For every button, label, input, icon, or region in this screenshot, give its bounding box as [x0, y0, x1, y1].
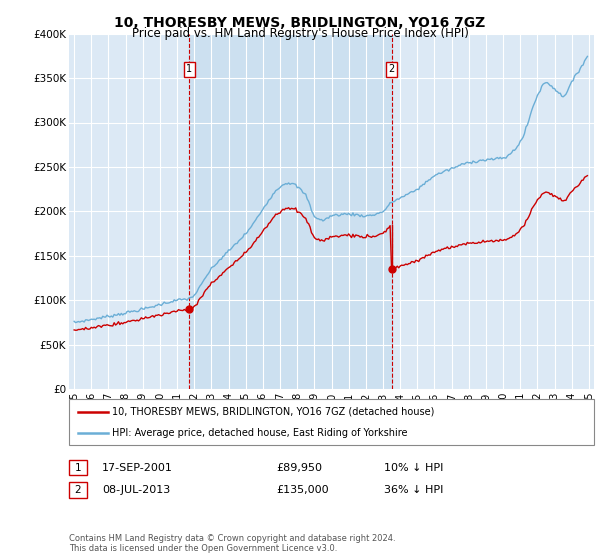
Text: 08-JUL-2013: 08-JUL-2013: [102, 485, 170, 495]
Text: 10, THORESBY MEWS, BRIDLINGTON, YO16 7GZ (detached house): 10, THORESBY MEWS, BRIDLINGTON, YO16 7GZ…: [112, 407, 434, 417]
Text: Contains HM Land Registry data © Crown copyright and database right 2024.
This d: Contains HM Land Registry data © Crown c…: [69, 534, 395, 553]
Text: HPI: Average price, detached house, East Riding of Yorkshire: HPI: Average price, detached house, East…: [112, 428, 408, 438]
Text: 10, THORESBY MEWS, BRIDLINGTON, YO16 7GZ: 10, THORESBY MEWS, BRIDLINGTON, YO16 7GZ: [115, 16, 485, 30]
Text: 1: 1: [186, 64, 192, 74]
Text: 10% ↓ HPI: 10% ↓ HPI: [384, 463, 443, 473]
Text: Price paid vs. HM Land Registry's House Price Index (HPI): Price paid vs. HM Land Registry's House …: [131, 27, 469, 40]
Text: £135,000: £135,000: [276, 485, 329, 495]
Text: 1: 1: [74, 463, 82, 473]
Text: 17-SEP-2001: 17-SEP-2001: [102, 463, 173, 473]
Text: 36% ↓ HPI: 36% ↓ HPI: [384, 485, 443, 495]
Text: 2: 2: [74, 485, 82, 495]
Text: 2: 2: [388, 64, 395, 74]
Bar: [189, 34, 392, 389]
Text: £89,950: £89,950: [276, 463, 322, 473]
